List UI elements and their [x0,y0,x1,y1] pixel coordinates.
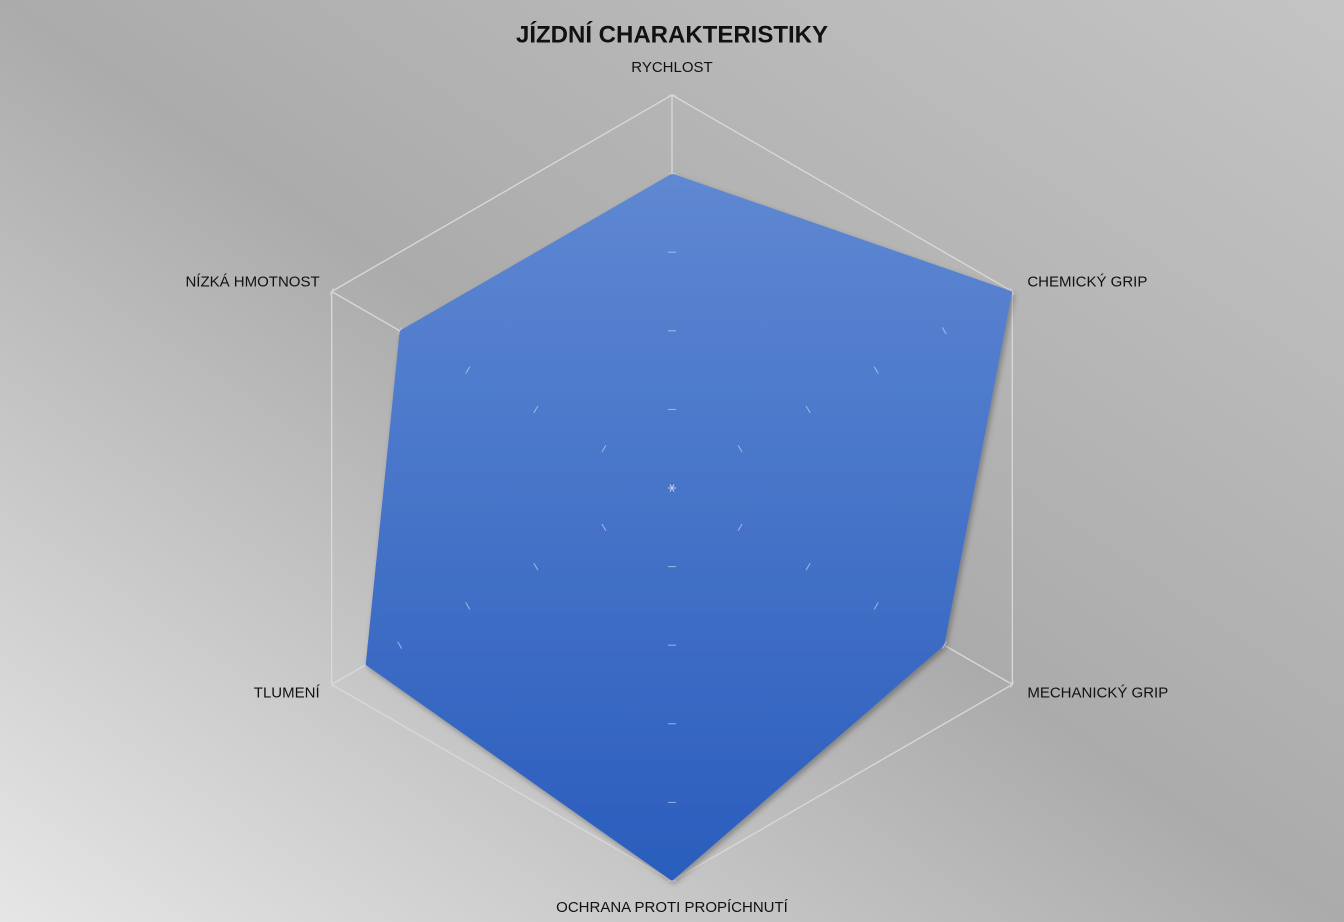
tick-mark [873,602,879,610]
tick-mark [601,444,607,453]
axis-label: CHEMICKÝ GRIP [1027,273,1147,290]
tick-mark [1009,287,1015,296]
tick-mark [533,405,539,414]
axis-label: MECHANICKÝ GRIP [1027,684,1168,701]
tick-mark [329,680,335,689]
tick-mark [397,327,403,335]
tick-mark [737,444,743,453]
tick-mark [737,523,743,532]
axis-label: TLUMENÍ [254,684,321,701]
tick-mark [329,287,335,296]
axis-label: OCHRANA PROTI PROPÍCHNUTÍ [556,899,789,916]
tick-mark [941,327,947,335]
tick-mark [601,523,607,532]
tick-mark [805,405,811,414]
tick-mark [873,366,879,374]
axis-label: NÍZKÁ HMOTNOST [185,273,319,290]
data-area [365,173,1013,882]
tick-mark [1009,680,1015,689]
tick-mark [465,366,471,374]
tick-mark [533,562,539,571]
tick-mark [397,641,403,649]
tick-mark [941,641,947,649]
tick-mark [465,602,471,610]
axis-label: RYCHLOST [631,59,712,76]
tick-mark [669,484,675,492]
chart-title: JÍZDNÍ CHARAKTERISTIKY [516,20,828,48]
tick-mark [805,562,811,571]
